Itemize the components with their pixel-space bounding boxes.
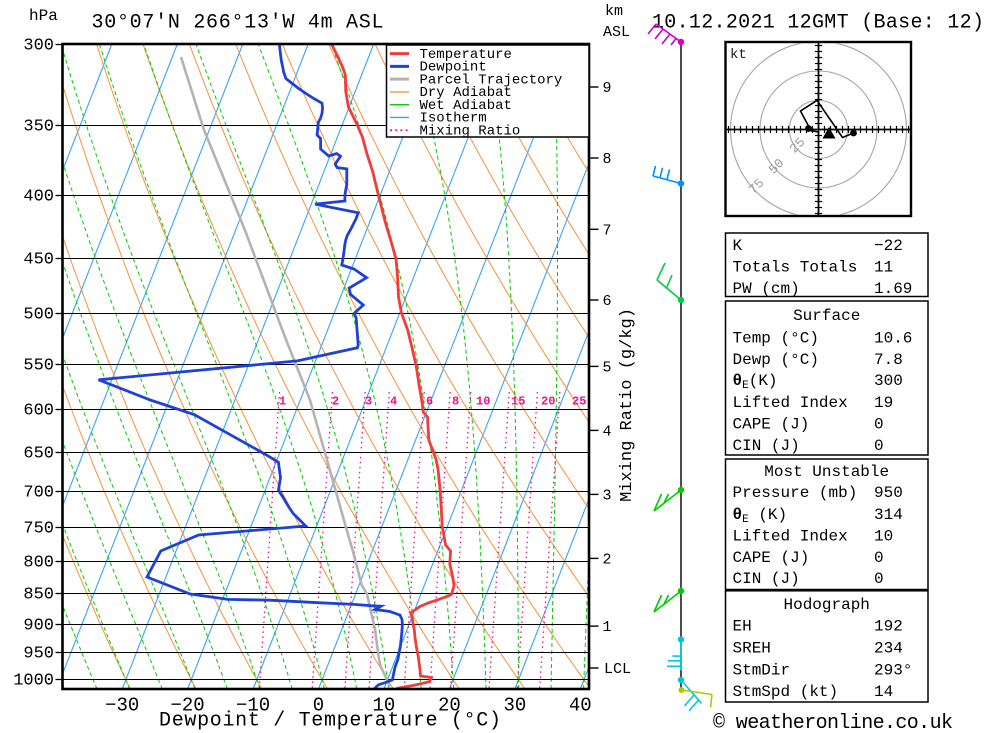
svg-text:4: 4 (390, 395, 397, 409)
svg-text:© weatheronline.co.uk: © weatheronline.co.uk (713, 712, 953, 733)
svg-text:14: 14 (874, 683, 893, 701)
svg-text:1: 1 (603, 619, 612, 636)
svg-text:CAPE (J): CAPE (J) (733, 549, 810, 567)
svg-text:hPa: hPa (29, 7, 58, 25)
svg-text:2: 2 (332, 395, 339, 409)
svg-text:EH: EH (733, 618, 752, 636)
svg-text:500: 500 (23, 306, 54, 325)
svg-text:kt: kt (730, 47, 747, 63)
svg-text:Dry Adiabat: Dry Adiabat (420, 85, 512, 101)
svg-text:LCL: LCL (604, 661, 631, 678)
svg-text:ASL: ASL (603, 24, 630, 41)
svg-text:30: 30 (503, 695, 526, 717)
svg-text:3: 3 (365, 395, 372, 409)
svg-text:750: 750 (23, 520, 54, 539)
svg-text:15: 15 (511, 395, 525, 409)
svg-text:10: 10 (372, 695, 395, 717)
svg-text:800: 800 (23, 554, 54, 573)
svg-text:Temperature: Temperature (420, 47, 512, 63)
svg-text:Dewpoint / Temperature (°C): Dewpoint / Temperature (°C) (159, 710, 501, 733)
svg-text:10.12.2021 12GMT (Base: 12): 10.12.2021 12GMT (Base: 12) (652, 12, 984, 35)
svg-text:Wet Adiabat: Wet Adiabat (420, 98, 512, 114)
svg-text:300: 300 (874, 372, 903, 390)
svg-text:0: 0 (874, 415, 884, 433)
svg-text:650: 650 (23, 445, 54, 464)
svg-text:7: 7 (603, 222, 612, 239)
svg-text:19: 19 (874, 394, 893, 412)
svg-text:θE(K): θE(K) (733, 372, 778, 392)
svg-text:Hodograph: Hodograph (783, 596, 869, 614)
svg-text:9: 9 (603, 80, 612, 97)
svg-text:Dewp (°C): Dewp (°C) (733, 351, 819, 369)
svg-text:Most Unstable: Most Unstable (764, 463, 889, 481)
svg-text:Mixing Ratio: Mixing Ratio (420, 123, 521, 139)
svg-text:550: 550 (23, 357, 54, 376)
svg-text:25: 25 (572, 395, 586, 409)
svg-text:20: 20 (541, 395, 555, 409)
svg-text:CIN (J): CIN (J) (733, 437, 800, 455)
svg-text:Temp (°C): Temp (°C) (733, 329, 819, 347)
svg-text:4: 4 (603, 423, 612, 440)
svg-text:6: 6 (603, 293, 612, 310)
svg-text:Parcel Trajectory: Parcel Trajectory (420, 72, 563, 88)
svg-text:10: 10 (874, 527, 893, 545)
svg-text:600: 600 (23, 402, 54, 421)
svg-text:350: 350 (23, 118, 54, 137)
svg-text:1: 1 (279, 395, 286, 409)
svg-text:3: 3 (603, 487, 612, 504)
svg-text:30°07'N 266°13'W 4m ASL: 30°07'N 266°13'W 4m ASL (92, 12, 384, 35)
svg-text:−20: −20 (170, 695, 204, 717)
svg-text:PW (cm): PW (cm) (733, 280, 800, 298)
svg-text:−22: −22 (874, 237, 903, 255)
svg-text:−10: −10 (236, 695, 270, 717)
svg-text:Surface: Surface (793, 307, 860, 325)
svg-text:40: 40 (569, 695, 592, 717)
svg-text:SREH: SREH (733, 640, 771, 658)
svg-text:Mixing Ratio (g/kg): Mixing Ratio (g/kg) (618, 308, 637, 502)
svg-text:950: 950 (874, 484, 903, 502)
svg-text:234: 234 (874, 640, 903, 658)
svg-text:192: 192 (874, 618, 903, 636)
svg-text:10: 10 (476, 395, 490, 409)
svg-text:0: 0 (313, 695, 324, 717)
svg-text:20: 20 (438, 695, 461, 717)
svg-text:θE (K): θE (K) (733, 506, 788, 526)
svg-text:Totals Totals: Totals Totals (733, 259, 858, 277)
svg-text:8: 8 (452, 395, 459, 409)
svg-text:7.8: 7.8 (874, 351, 903, 369)
svg-text:5: 5 (603, 359, 612, 376)
svg-text:293°: 293° (874, 661, 912, 679)
svg-text:0: 0 (874, 570, 884, 588)
svg-text:0: 0 (874, 437, 884, 455)
svg-text:StmDir: StmDir (733, 661, 791, 679)
svg-text:StmSpd (kt): StmSpd (kt) (733, 683, 839, 701)
svg-text:950: 950 (23, 645, 54, 664)
svg-text:700: 700 (23, 484, 54, 503)
svg-text:314: 314 (874, 506, 903, 524)
svg-text:CIN (J): CIN (J) (733, 570, 800, 588)
svg-text:km: km (605, 3, 623, 20)
svg-text:−30: −30 (105, 695, 139, 717)
svg-text:0: 0 (874, 549, 884, 567)
svg-text:2: 2 (603, 551, 612, 568)
svg-text:8: 8 (603, 151, 612, 168)
svg-text:900: 900 (23, 617, 54, 636)
svg-text:1.69: 1.69 (874, 280, 912, 298)
svg-text:CAPE (J): CAPE (J) (733, 415, 810, 433)
svg-text:K: K (733, 237, 743, 255)
svg-text:450: 450 (23, 251, 54, 270)
svg-text:Isotherm: Isotherm (420, 111, 487, 127)
svg-text:Pressure (mb): Pressure (mb) (733, 484, 858, 502)
svg-text:11: 11 (874, 259, 893, 277)
svg-text:Lifted Index: Lifted Index (733, 527, 848, 545)
svg-text:10.6: 10.6 (874, 329, 912, 347)
svg-text:850: 850 (23, 586, 54, 605)
svg-text:Dewpoint: Dewpoint (420, 60, 487, 76)
svg-text:400: 400 (23, 188, 54, 207)
svg-text:Lifted Index: Lifted Index (733, 394, 848, 412)
svg-text:1000: 1000 (13, 672, 54, 691)
svg-text:6: 6 (426, 395, 433, 409)
svg-text:300: 300 (23, 37, 54, 56)
